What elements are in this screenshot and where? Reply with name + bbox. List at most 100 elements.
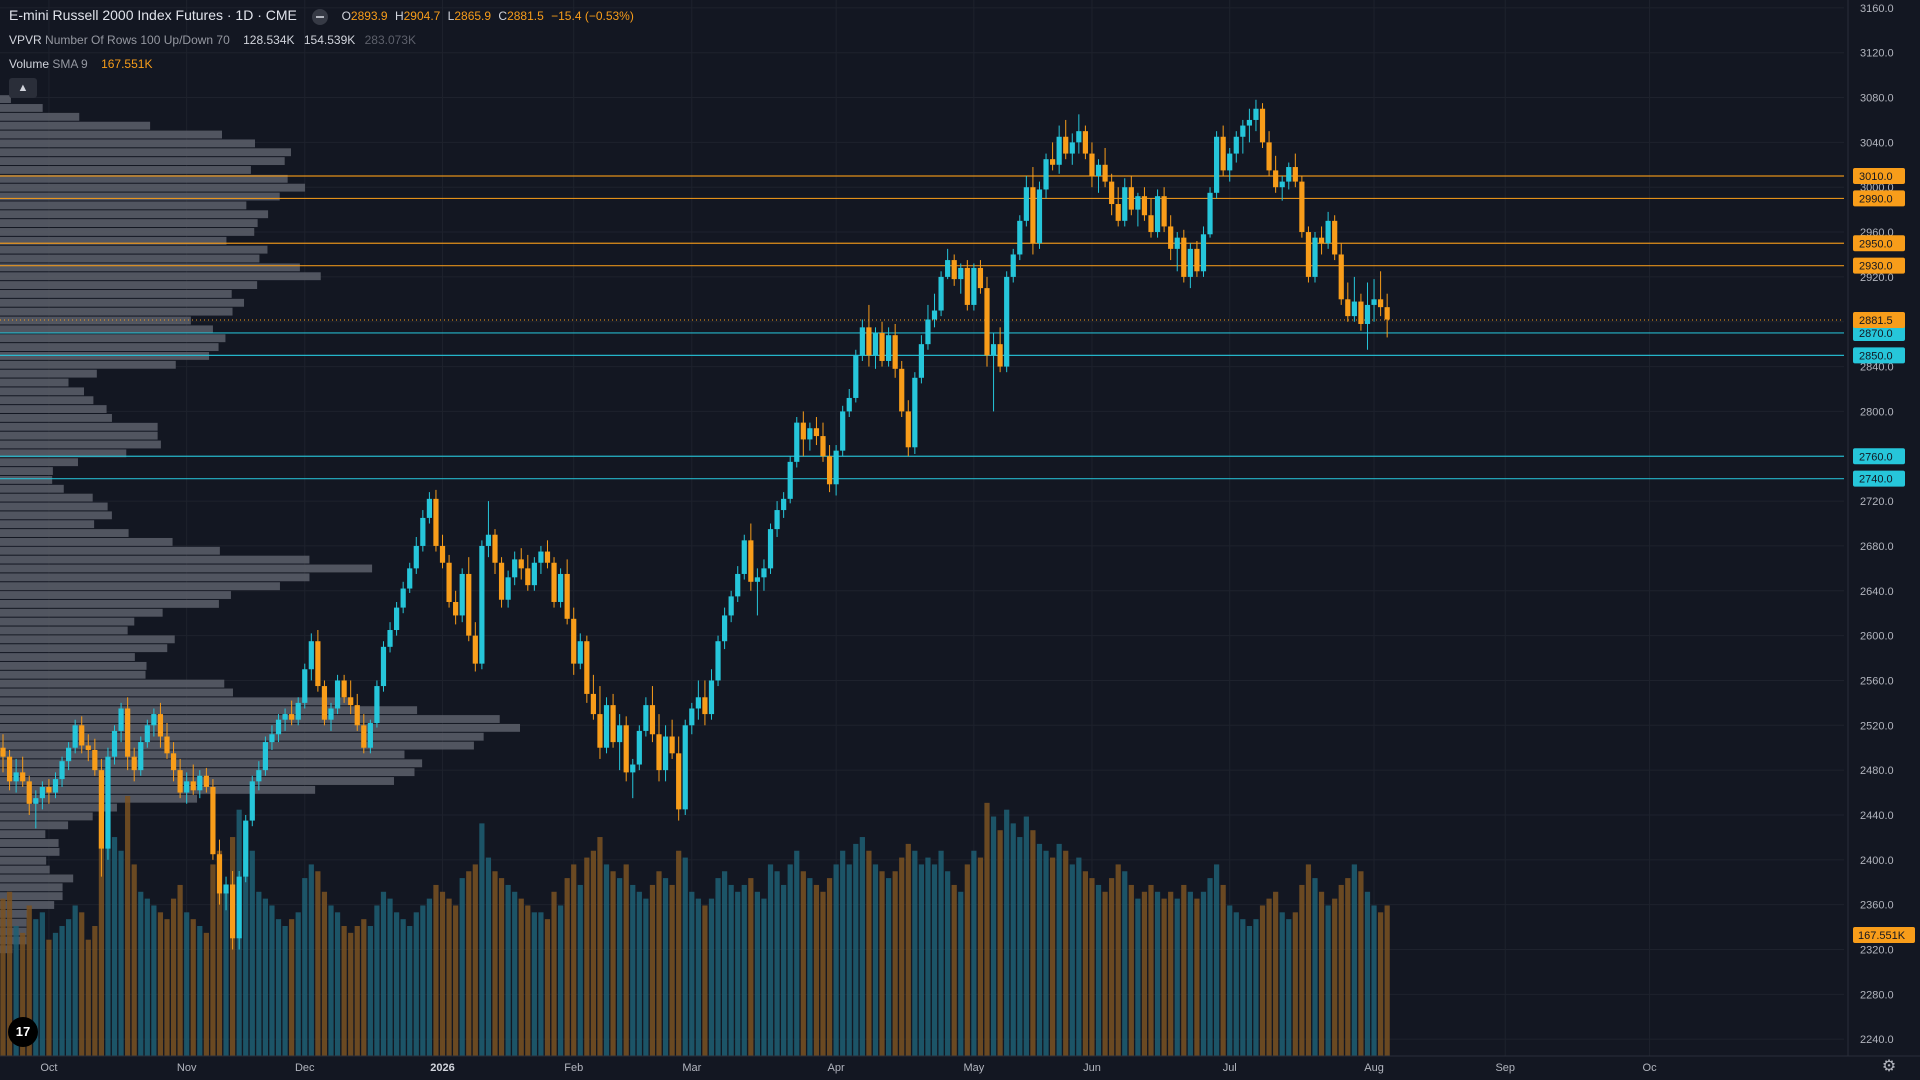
candle-body xyxy=(1338,254,1344,300)
volume-bar xyxy=(400,919,406,1056)
volume-bar xyxy=(380,891,387,1056)
volume-bar xyxy=(767,864,774,1056)
level-price-label-bg xyxy=(1853,257,1905,274)
profile-row xyxy=(0,901,55,909)
candle-body xyxy=(1115,204,1121,221)
volume-bar xyxy=(859,837,865,1056)
price-axis[interactable]: 3160.03120.03080.03040.03000.02960.02920… xyxy=(1847,0,1920,1080)
profile-row xyxy=(0,529,129,537)
candle-body xyxy=(46,786,52,793)
profile-row xyxy=(0,741,474,750)
profile-row xyxy=(0,759,423,768)
eye-icon[interactable] xyxy=(312,8,329,25)
volume-bar xyxy=(26,905,32,1056)
candle-body xyxy=(269,734,275,743)
profile-row xyxy=(0,396,94,405)
profile-row xyxy=(0,95,11,104)
candle-body xyxy=(0,747,6,757)
candle-body xyxy=(728,596,734,616)
volume-bar xyxy=(33,919,39,1056)
candle-body xyxy=(203,775,209,787)
candlesticks xyxy=(0,99,1390,950)
candle-body xyxy=(177,770,183,793)
volume-bar xyxy=(853,843,859,1056)
candle-body xyxy=(1358,301,1364,324)
volume-bar xyxy=(623,864,629,1056)
candle-body xyxy=(597,714,603,748)
volume-bar xyxy=(807,878,813,1056)
profile-row xyxy=(0,360,176,369)
candle-body xyxy=(315,641,321,687)
candle-body xyxy=(79,725,85,746)
volume-bar xyxy=(1056,843,1062,1056)
volume-bar xyxy=(1207,878,1213,1056)
volume-bar xyxy=(98,802,104,1056)
candle-body xyxy=(590,693,596,715)
profile-row xyxy=(0,803,117,812)
volume-bar xyxy=(1069,864,1075,1056)
vpvr-name[interactable]: VPVR xyxy=(9,33,42,47)
volume-bar xyxy=(1259,905,1266,1056)
candle-body xyxy=(125,708,131,757)
gear-icon[interactable]: ⚙ xyxy=(1881,1058,1897,1075)
volume-bar xyxy=(997,830,1003,1056)
volume-bar xyxy=(820,891,826,1056)
vpvr-down-value: 154.539K xyxy=(303,33,356,47)
candle-body xyxy=(52,779,59,793)
candle-body xyxy=(479,545,485,664)
candle-body xyxy=(1279,181,1285,188)
profile-row xyxy=(0,148,291,157)
volume-name[interactable]: Volume xyxy=(9,57,50,71)
volume-bar xyxy=(361,919,367,1056)
profile-row xyxy=(0,918,27,927)
candle-body xyxy=(1318,237,1325,244)
price-tick-label: 2440.0 xyxy=(1860,810,1894,822)
symbol-title[interactable]: E-mini Russell 2000 Index Futures · 1D ·… xyxy=(9,7,297,23)
profile-row xyxy=(0,732,484,741)
level-price-label: 2990.0 xyxy=(1859,193,1893,205)
candle-body xyxy=(630,764,636,773)
candle-body xyxy=(1253,108,1259,120)
volume-bar xyxy=(872,864,879,1056)
chevron-up-icon[interactable]: ▲ xyxy=(9,78,37,98)
volume-bar xyxy=(577,884,583,1056)
profile-row xyxy=(0,130,223,139)
volume-bar xyxy=(931,864,938,1056)
symbol-legend[interactable]: E-mini Russell 2000 Index Futures · 1D ·… xyxy=(9,7,634,25)
volume-bar xyxy=(918,864,924,1056)
candle-body xyxy=(1371,299,1377,305)
volume-bar xyxy=(892,871,898,1056)
profile-row xyxy=(0,493,93,502)
profile-row xyxy=(0,626,128,635)
profile-row xyxy=(0,112,80,121)
volume-bar xyxy=(1004,809,1010,1056)
candle-body xyxy=(971,267,977,305)
volume-bar xyxy=(1030,830,1036,1056)
volume-bar xyxy=(407,926,413,1056)
candle-body xyxy=(800,422,806,440)
candle-body xyxy=(872,332,879,356)
volume-bar xyxy=(1148,884,1154,1056)
horizontal-levels[interactable] xyxy=(0,175,1844,480)
candle-body xyxy=(899,368,905,412)
volume-bar xyxy=(728,884,734,1056)
candle-body xyxy=(1305,232,1312,277)
time-axis[interactable]: Oct Nov Dec 2026 Feb Mar Apr May Jun Jul Aug Sep Oc xyxy=(0,1055,1920,1080)
tradingview-logo-icon[interactable]: 17 xyxy=(8,1017,38,1047)
price-tick-label: 2360.0 xyxy=(1860,900,1894,912)
volume-bar xyxy=(603,864,610,1056)
volume-bar xyxy=(1358,871,1364,1056)
vpvr-legend[interactable]: VPVR Number Of Rows 100 Up/Down 70 128.5… xyxy=(9,33,416,47)
profile-row xyxy=(0,537,173,546)
time-tick-label: Apr xyxy=(828,1062,845,1074)
volume-legend[interactable]: Volume SMA 9 167.551K xyxy=(9,57,152,71)
volume-bar xyxy=(367,926,373,1056)
candle-body xyxy=(1023,187,1029,221)
volume-bar xyxy=(1233,912,1239,1056)
candle-body xyxy=(1036,189,1043,244)
candle-body xyxy=(610,705,616,743)
candle-body xyxy=(892,335,898,369)
profile-row xyxy=(0,653,135,661)
candle-body xyxy=(689,708,695,726)
